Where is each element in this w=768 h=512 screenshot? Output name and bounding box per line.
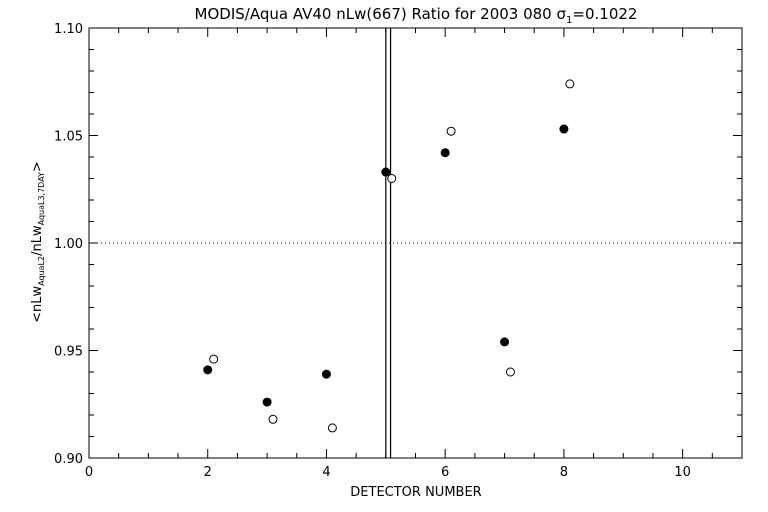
- data-point-open: [387, 174, 397, 183]
- data-point-open: [268, 414, 278, 424]
- x-tick-label: 2: [204, 465, 212, 480]
- y-tick-label: 1.00: [54, 237, 83, 252]
- chart-title: MODIS/Aqua AV40 nLw(667) Ratio for 2003 …: [195, 5, 638, 26]
- data-point-filled: [203, 365, 213, 375]
- plot-area: 0 2 4 6 8 10 0.90 0.95 1.00 1.05 1.10: [54, 22, 743, 480]
- data-point-filled: [321, 369, 331, 379]
- data-point-open: [446, 126, 456, 136]
- y-axis-label: <nLwAquaL2/nLwAquaL3,7DAY>: [30, 161, 46, 323]
- y-tick-label: 1.05: [54, 130, 83, 145]
- x-tick-label: 0: [85, 465, 93, 480]
- x-axis-label: DETECTOR NUMBER: [350, 485, 481, 500]
- data-point-filled: [262, 397, 272, 407]
- data-point-filled: [381, 167, 391, 177]
- x-tick-label: 4: [322, 465, 330, 480]
- data-point-open: [327, 423, 337, 433]
- data-point-open: [505, 367, 515, 377]
- data-point-filled: [500, 337, 510, 347]
- data-point-open: [209, 354, 219, 364]
- data-point-filled: [440, 148, 450, 158]
- data-point-open: [565, 79, 575, 89]
- y-tick-label: 1.10: [54, 22, 83, 37]
- x-tick-label: 8: [560, 465, 568, 480]
- y-tick-label: 0.90: [54, 452, 83, 467]
- data-point-filled: [559, 124, 569, 134]
- y-tick-label: 0.95: [54, 345, 83, 360]
- x-tick-label: 10: [674, 465, 691, 480]
- x-tick-label: 6: [441, 465, 449, 480]
